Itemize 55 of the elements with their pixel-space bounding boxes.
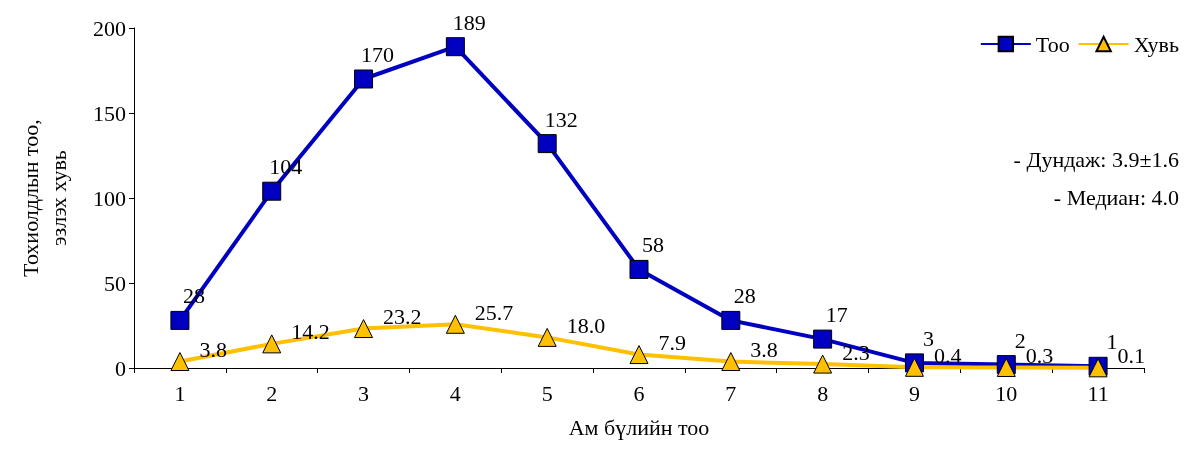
point — [537, 134, 557, 154]
x-axis-title: Ам бүлийн тоо — [568, 414, 710, 440]
point — [170, 310, 190, 330]
data-label: 17 — [825, 302, 848, 328]
data-label: 7.9 — [658, 330, 686, 356]
data-label: 0.3 — [1025, 342, 1054, 368]
data-label: 170 — [361, 42, 395, 67]
x-tick-label: 5 — [541, 380, 553, 406]
data-label: 189 — [452, 9, 486, 35]
data-label: 25.7 — [474, 299, 514, 325]
annotation: - Дундаж: 3.9±1.6 — [1013, 146, 1179, 172]
data-label: 1 — [1106, 329, 1118, 355]
y-tick-label: 150 — [93, 100, 126, 126]
x-tick-label: 2 — [266, 380, 278, 406]
legend-label: Тоо — [1035, 31, 1070, 57]
data-label: 28 — [733, 283, 756, 309]
y-tick-label: 100 — [93, 185, 126, 211]
point — [354, 319, 374, 339]
y-tick-label: 0 — [115, 355, 126, 381]
x-tick-label: 9 — [908, 380, 920, 406]
legend-label: Хувь — [1133, 31, 1179, 57]
point — [354, 69, 374, 89]
point — [629, 345, 649, 365]
data-label: 2 — [1014, 327, 1026, 353]
data-label: 3 — [922, 325, 934, 351]
data-label: 18.0 — [566, 312, 606, 338]
annotation: - Медиан: 4.0 — [1053, 184, 1180, 210]
point — [813, 329, 833, 349]
point — [813, 354, 833, 374]
x-tick-label: 8 — [817, 380, 829, 406]
point — [170, 352, 190, 372]
y-axis-title: Тохиолдлын тоо, эзлэх хувь — [17, 119, 71, 277]
data-label: 3.8 — [750, 337, 778, 363]
point — [721, 352, 741, 372]
x-tick-label: 11 — [1087, 380, 1109, 406]
point — [262, 181, 282, 201]
point — [721, 310, 741, 330]
x-tick-label: 10 — [995, 380, 1018, 406]
x-tick-label: 6 — [633, 380, 645, 406]
x-tick-label: 7 — [725, 380, 737, 406]
point — [445, 37, 465, 57]
data-label: 132 — [544, 106, 578, 132]
point — [537, 327, 557, 347]
point — [445, 314, 465, 334]
y-tick-label: 200 — [93, 15, 126, 41]
y-tick-label: 50 — [104, 270, 126, 296]
data-label: 58 — [642, 232, 664, 258]
x-tick-label: 1 — [174, 380, 186, 406]
data-label: 0.1 — [1117, 343, 1146, 369]
x-tick-label: 4 — [449, 380, 461, 406]
point — [262, 334, 282, 354]
data-label: 0.4 — [933, 342, 962, 368]
data-label: 23.2 — [383, 304, 422, 330]
point — [629, 259, 649, 279]
x-tick-label: 3 — [358, 380, 370, 406]
